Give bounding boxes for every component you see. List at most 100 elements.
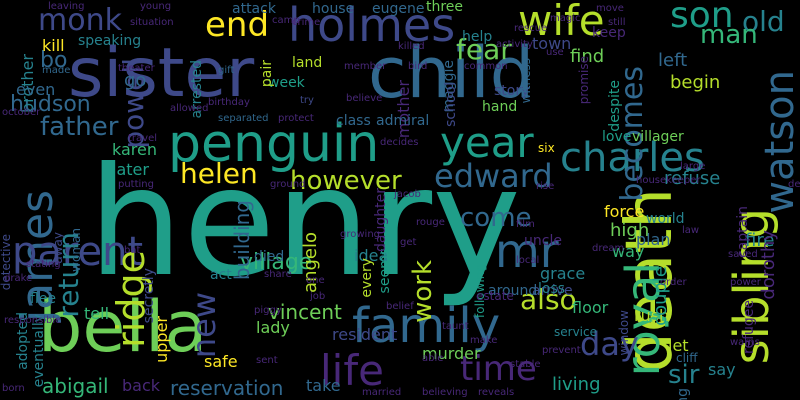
word-window: window — [617, 310, 631, 356]
word-keep: keep — [592, 25, 626, 41]
word-school: school — [443, 82, 459, 127]
word-living: living — [552, 374, 601, 395]
word-job: job — [310, 291, 326, 302]
word-crime: crime — [292, 17, 321, 28]
word-working: working — [675, 388, 691, 400]
word-despite: despite — [607, 80, 623, 132]
word-son: son — [670, 0, 734, 36]
word-decides: decides — [380, 137, 419, 148]
word-attack: attack — [232, 1, 276, 17]
word-way: way — [612, 242, 645, 261]
word-however: however — [290, 166, 402, 196]
word-daughter: daughter — [373, 188, 389, 252]
word-drake: drake — [4, 273, 33, 284]
word-dealing: dealing — [788, 179, 800, 190]
word-holmes: holmes — [288, 0, 456, 52]
word-sister: sister — [68, 34, 255, 113]
word-cliff: cliff — [676, 351, 698, 365]
word-life: life — [320, 346, 384, 395]
word-plan: plan — [636, 230, 671, 249]
word-reservation: reservation — [170, 376, 284, 400]
word-woman: woman — [69, 228, 83, 272]
word-died: died — [254, 249, 285, 265]
word-move: move — [596, 3, 624, 14]
word-use: use — [546, 47, 564, 58]
word-local: local — [516, 255, 540, 266]
word-prevent: prevent — [542, 345, 581, 356]
word-week: week — [268, 75, 305, 91]
word-tell: tell — [84, 304, 110, 323]
word-make: make — [470, 335, 498, 346]
word-idea: idea — [354, 246, 389, 265]
word-service: service — [554, 325, 597, 339]
word-bo: bo — [40, 48, 68, 73]
word-edward: edward — [434, 157, 553, 195]
word-bat: bat — [124, 245, 141, 256]
word-abigail: abigail — [42, 374, 109, 398]
word-couple: couple — [650, 266, 671, 326]
word-one: one — [306, 275, 325, 286]
word-housekeeper: housekeeper — [636, 175, 701, 186]
word-even: even — [16, 80, 56, 99]
word-class: class — [336, 113, 371, 129]
word-henry: henry — [88, 136, 521, 310]
word-floor: floor — [572, 298, 609, 317]
word-saved: saved — [728, 249, 758, 260]
word-help: help — [462, 29, 493, 45]
word-admiral: admiral — [376, 113, 430, 129]
word-get: get — [400, 237, 417, 248]
word-jacob: jacob — [394, 189, 421, 200]
word-back: back — [122, 376, 161, 395]
word-find: find — [570, 46, 605, 67]
word-law: law — [682, 225, 700, 236]
word-leaving: leaving — [48, 1, 85, 12]
word-say: say — [708, 360, 736, 379]
word-killed: killed — [398, 41, 425, 52]
word-estate: estate — [476, 289, 514, 303]
word-eugene: eugene — [372, 1, 425, 17]
word-father: father — [40, 112, 119, 142]
word-old: old — [742, 5, 785, 38]
word-married: married — [362, 387, 402, 398]
word-parent: parent — [12, 229, 144, 275]
word-monk: monk — [38, 3, 122, 38]
word-travel: travel — [128, 133, 158, 144]
word-rouge: rouge — [416, 217, 445, 228]
word-village: village — [240, 250, 313, 275]
word-love: love — [602, 129, 632, 145]
word-mother: mother — [394, 80, 413, 139]
word-share: share — [264, 269, 292, 280]
word-work: work — [408, 260, 438, 323]
word-bird: bird — [408, 61, 428, 72]
word-lady: lady — [256, 318, 290, 337]
word-hand: hand — [482, 99, 518, 115]
word-uncle: uncle — [524, 233, 562, 249]
word-charles: charles — [560, 135, 705, 181]
word-theater: theater — [118, 63, 155, 74]
word-piggy: piggy — [254, 305, 282, 316]
word-every: every — [359, 258, 375, 298]
word-film: film — [516, 219, 535, 230]
word-also: also — [520, 283, 577, 316]
word-world: world — [646, 211, 685, 227]
word-believe: believe — [346, 93, 383, 104]
word-witness: witness — [519, 58, 533, 104]
word-secretly: secretly — [141, 268, 157, 324]
word-gift: gift — [218, 65, 235, 76]
word-ground: ground — [270, 179, 306, 190]
word-high: high — [610, 220, 650, 241]
word-activity: activity — [496, 39, 533, 50]
word-day: day — [580, 325, 639, 363]
word-act: act — [210, 267, 232, 283]
word-loss: loss — [538, 281, 566, 297]
word-made: made — [42, 65, 71, 76]
word-camp: camp — [272, 15, 300, 26]
word-growing: growing — [340, 229, 380, 240]
word-october: october — [2, 107, 41, 118]
word-safe: safe — [204, 352, 238, 371]
word-reveals: reveals — [478, 387, 515, 398]
word-speaking: speaking — [78, 33, 142, 49]
word-pair: pair — [259, 60, 275, 88]
word-common: common — [464, 61, 508, 72]
